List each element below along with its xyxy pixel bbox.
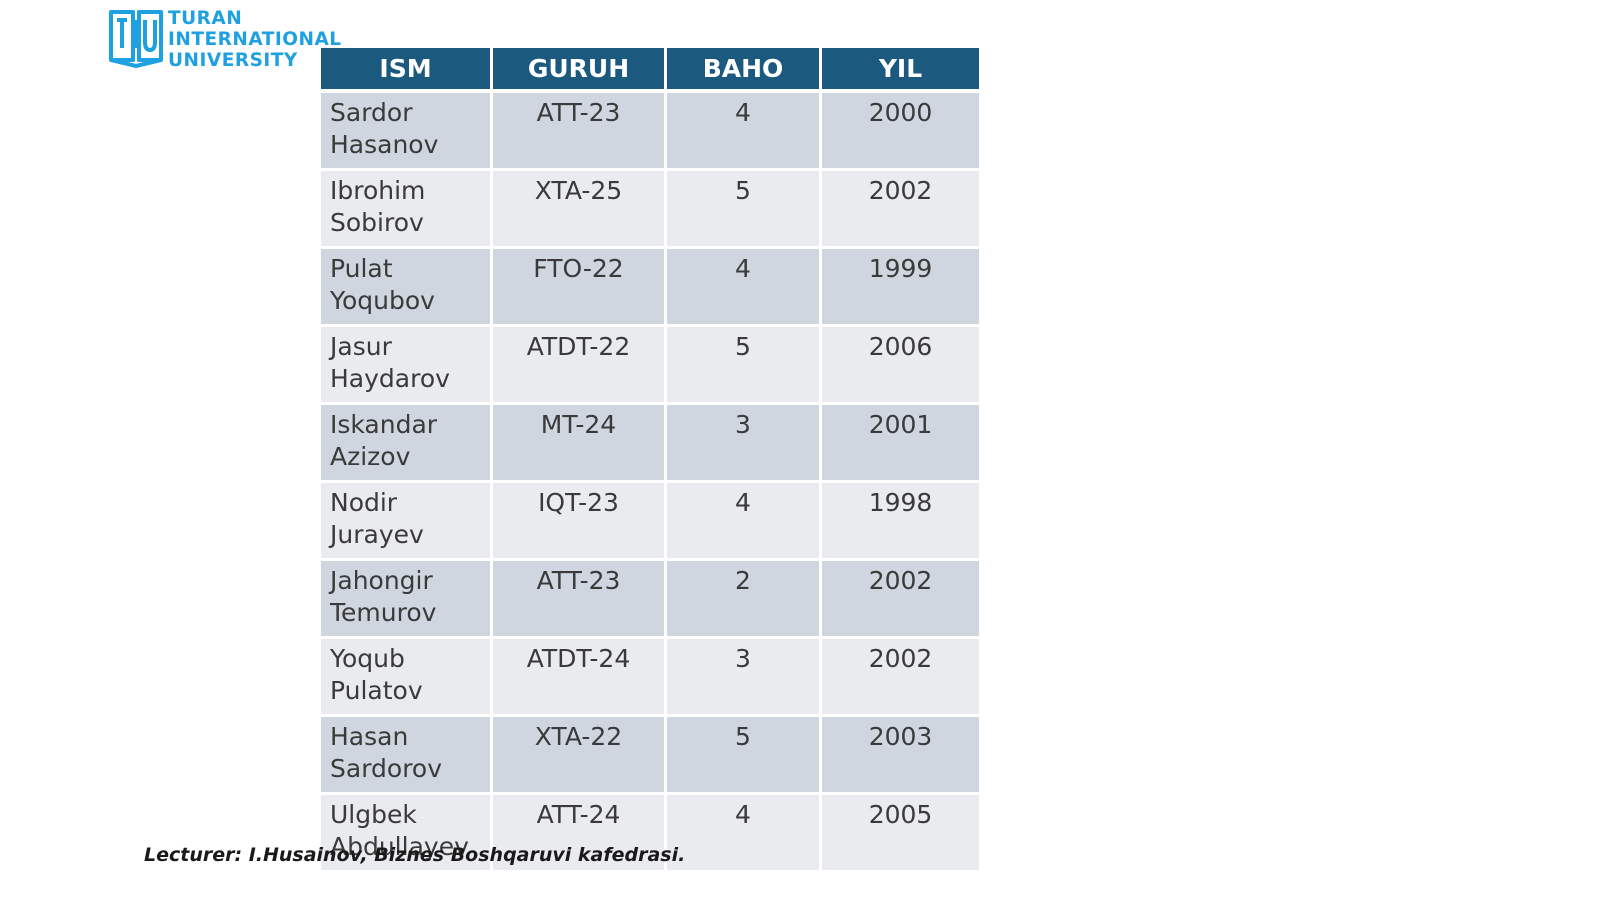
cell-baho: 3 — [667, 639, 822, 717]
student-grades-table: ISM GURUH BAHO YIL Sardor Hasanov ATT-23 … — [321, 48, 979, 873]
cell-guruh: ATT-23 — [493, 561, 667, 639]
ism-first: Jasur — [330, 332, 392, 361]
table-row: Yoqub Pulatov ATDT-24 3 2002 — [321, 639, 979, 717]
ism-last: Haydarov — [330, 364, 450, 393]
ism-last: Abdullayev — [330, 832, 469, 861]
cell-yil: 1999 — [822, 249, 979, 327]
ism-last: Sobirov — [330, 208, 424, 237]
cell-ism: Hasan Sardorov — [321, 717, 493, 795]
logo-line-1: TURAN — [168, 8, 243, 29]
cell-ism: Yoqub Pulatov — [321, 639, 493, 717]
university-logo: TURAN INTERNATIONAL UNIVERSITY — [108, 8, 342, 71]
table-row: Jasur Haydarov ATDT-22 5 2006 — [321, 327, 979, 405]
table-row: Iskandar Azizov MT-24 3 2001 — [321, 405, 979, 483]
cell-ism: Jasur Haydarov — [321, 327, 493, 405]
ism-first: Yoqub — [330, 644, 405, 673]
table-row: Sardor Hasanov ATT-23 4 2000 — [321, 93, 979, 171]
lecturer-footer: Lecturer: I.Husainov, Biznes Boshqaruvi … — [144, 844, 686, 866]
cell-yil: 1998 — [822, 483, 979, 561]
cell-yil: 2003 — [822, 717, 979, 795]
cell-guruh: XTA-25 — [493, 171, 667, 249]
cell-guruh: ATDT-24 — [493, 639, 667, 717]
cell-guruh: ATT-24 — [493, 795, 667, 873]
cell-baho: 5 — [667, 327, 822, 405]
cell-guruh: MT-24 — [493, 405, 667, 483]
table-row: Jahongir Temurov ATT-23 2 2002 — [321, 561, 979, 639]
cell-yil: 2002 — [822, 171, 979, 249]
ism-first: Ulgbek — [330, 800, 417, 829]
cell-baho: 4 — [667, 249, 822, 327]
cell-baho: 4 — [667, 795, 822, 873]
cell-yil: 2002 — [822, 639, 979, 717]
logo-wordmark: TURAN INTERNATIONAL UNIVERSITY — [168, 8, 342, 71]
logo-line-2: INTERNATIONAL — [168, 29, 342, 50]
cell-ism: Ibrohim Sobirov — [321, 171, 493, 249]
ism-last: Sardorov — [330, 754, 443, 783]
cell-guruh: ATT-23 — [493, 93, 667, 171]
cell-baho: 4 — [667, 93, 822, 171]
header-guruh: GURUH — [493, 48, 667, 93]
table-row: Nodir Jurayev IQT-23 4 1998 — [321, 483, 979, 561]
ism-first: Pulat — [330, 254, 393, 283]
ism-last: Hasanov — [330, 130, 439, 159]
header-yil: YIL — [822, 48, 979, 93]
cell-guruh: XTA-22 — [493, 717, 667, 795]
cell-yil: 2006 — [822, 327, 979, 405]
cell-guruh: FTO-22 — [493, 249, 667, 327]
cell-baho: 2 — [667, 561, 822, 639]
cell-ism: Ulgbek Abdullayev — [321, 795, 493, 873]
cell-baho: 5 — [667, 717, 822, 795]
table-header-row: ISM GURUH BAHO YIL — [321, 48, 979, 93]
cell-baho: 4 — [667, 483, 822, 561]
ism-last: Jurayev — [330, 520, 424, 549]
cell-ism: Nodir Jurayev — [321, 483, 493, 561]
ism-first: Nodir — [330, 488, 398, 517]
ism-first: Sardor — [330, 98, 413, 127]
cell-guruh: ATDT-22 — [493, 327, 667, 405]
table-row: Ulgbek Abdullayev ATT-24 4 2005 — [321, 795, 979, 873]
cell-yil: 2002 — [822, 561, 979, 639]
ism-first: Hasan — [330, 722, 409, 751]
cell-yil: 2001 — [822, 405, 979, 483]
tiu-book-logo-icon — [109, 10, 163, 68]
cell-baho: 3 — [667, 405, 822, 483]
cell-ism: Iskandar Azizov — [321, 405, 493, 483]
table-row: Pulat Yoqubov FTO-22 4 1999 — [321, 249, 979, 327]
table-row: Hasan Sardorov XTA-22 5 2003 — [321, 717, 979, 795]
ism-first: Iskandar — [330, 410, 438, 439]
header-ism: ISM — [321, 48, 493, 93]
cell-baho: 5 — [667, 171, 822, 249]
ism-last: Azizov — [330, 442, 411, 471]
cell-ism: Pulat Yoqubov — [321, 249, 493, 327]
cell-ism: Jahongir Temurov — [321, 561, 493, 639]
ism-last: Yoqubov — [330, 286, 435, 315]
header-baho: BAHO — [667, 48, 822, 93]
cell-guruh: IQT-23 — [493, 483, 667, 561]
ism-first: Ibrohim — [330, 176, 426, 205]
cell-yil: 2005 — [822, 795, 979, 873]
logo-line-3: UNIVERSITY — [168, 50, 298, 71]
cell-ism: Sardor Hasanov — [321, 93, 493, 171]
ism-last: Pulatov — [330, 676, 423, 705]
table-row: Ibrohim Sobirov XTA-25 5 2002 — [321, 171, 979, 249]
ism-last: Temurov — [330, 598, 437, 627]
cell-yil: 2000 — [822, 93, 979, 171]
ism-first: Jahongir — [330, 566, 433, 595]
